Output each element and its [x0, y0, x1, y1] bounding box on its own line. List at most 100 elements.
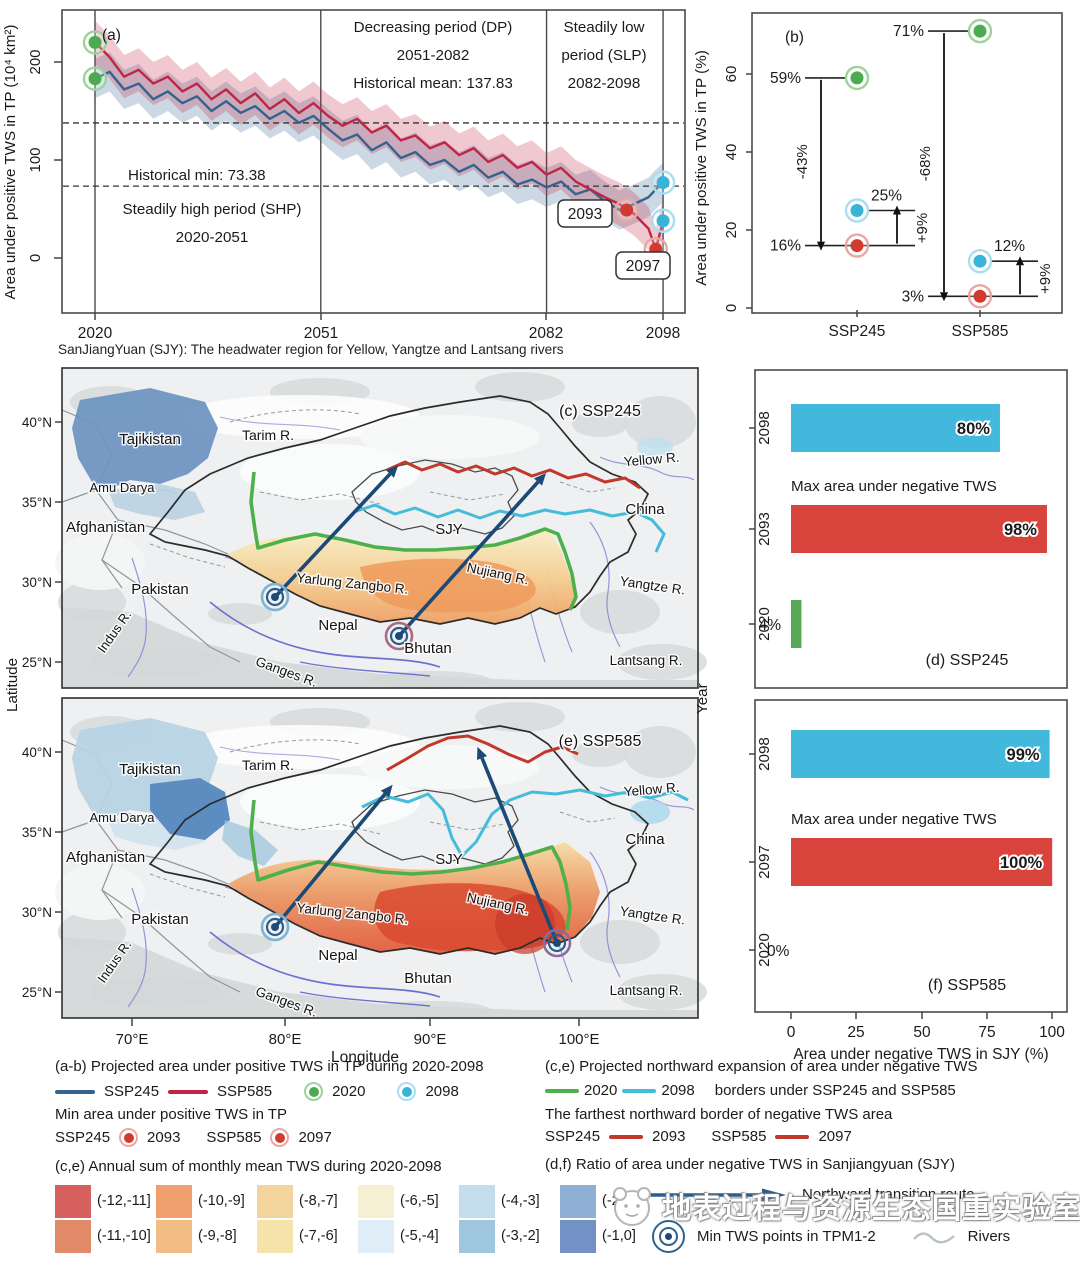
legend-route: Northward transition route: [648, 1186, 975, 1203]
panel-d-chart: 80% 2098 98% 2093 4%2020 Max area under negat…: [749, 369, 1068, 689]
colorscale-range-label: (-5,-4]: [400, 1228, 439, 1244]
colorscale-swatch: [459, 1185, 495, 1218]
marker-dot: [850, 71, 864, 85]
colorscale-range-label: (-6,-5]: [400, 1193, 439, 1209]
arrow-shaft: [397, 480, 540, 638]
legend-far-title-text: The farthest northward border of negativ…: [545, 1106, 893, 1123]
sjy-outline: [351, 459, 519, 535]
colorscale-range-label: (-1,0]: [602, 1228, 636, 1244]
sjy-caption: SanJiangYuan (SJY): The headwater region…: [58, 342, 564, 357]
uncertainty-band-SSP245: [95, 52, 664, 230]
a-minbox-2093: [557, 199, 613, 228]
bar-cat-label: 2020: [756, 607, 773, 641]
marker-dot: [620, 203, 634, 217]
colorscale-swatch: [257, 1185, 293, 1218]
border-far-2097-swatch: [775, 1134, 810, 1139]
colorscale-range-label: (-3,-2]: [501, 1228, 540, 1244]
terrain-shade: [580, 920, 660, 964]
series-line-SSP245: [94, 70, 664, 212]
farthest-border-line: [386, 734, 579, 772]
a-minbox-2093-label: 2093: [568, 206, 602, 223]
colorscale-range-label: (-2,-1]: [602, 1193, 641, 1209]
legend-mintws-row: Min TWS points in TPM1-2 Rivers: [652, 1220, 1010, 1253]
map-lon-70: 70°E: [116, 1031, 149, 1048]
f-xtick-75: 75: [978, 1024, 995, 1041]
bar-value-label: 80%: [957, 420, 990, 438]
a-xtick-2098: 2098: [646, 325, 680, 342]
disputed-border: [229, 739, 361, 753]
legend-ce-title-text: (c,e) Projected northward expansion of a…: [545, 1058, 978, 1075]
legend-ab-title-text: (a-b) Projected area under positive TWS …: [55, 1058, 484, 1075]
panel-f-canvas: 99% 2098 100% 2097 0%2020 Max area under nega…: [749, 730, 1053, 994]
legend-ce-2098-label: 2098: [661, 1082, 695, 1099]
dot-min-2093-icon: [119, 1128, 139, 1147]
min-tws-ring-outer: [542, 928, 572, 958]
colorscale-grid: (-12,-11] (-11,-10] (-10,-9] (-9,-8] (-8,-7]…: [55, 1185, 695, 1255]
map-label-yellow-river: Yellow R.: [623, 450, 680, 470]
a-dp-years: 2051-2082: [397, 47, 470, 64]
disputed-border: [559, 811, 616, 823]
bar-2097: [791, 838, 1053, 886]
panel-a-axes: 2020 2051 2082 2098 0 100 200 Area under…: [2, 25, 680, 342]
plateau-interior: [240, 444, 420, 500]
map-label-lantsang-river: Lantsang R.: [610, 653, 683, 668]
bar-note: Max area under negative TWS: [791, 478, 997, 495]
map-label-pakistan: Pakistan: [131, 911, 189, 928]
b-red-label: 3%: [902, 288, 925, 305]
river-line: [299, 991, 431, 1007]
tp-outline: [148, 395, 650, 625]
panel-b-chart: 59% 16% 25% -43% +9% SSP245 71% 3% 12% -68% +9% SSP…: [693, 12, 1063, 340]
colorscale-swatch: [156, 1185, 192, 1218]
colorscale-swatch: [560, 1220, 596, 1253]
min-tws-ring-outer: [384, 621, 414, 651]
a-minbox-2097-label: 2097: [626, 258, 660, 275]
legend-min-2093-label: 2093: [147, 1129, 181, 1146]
f-xtick-50: 50: [913, 1024, 931, 1041]
panel-a-frame: [61, 9, 686, 314]
b-ytick-40: 40: [723, 144, 740, 161]
map-e-lat-35: 35°N: [22, 825, 52, 840]
legend-far-ssp585-label: SSP585: [711, 1128, 767, 1145]
terrain-shade: [580, 590, 660, 634]
legend-far-items: SSP245 2093 SSP585 2097: [545, 1128, 852, 1145]
arrow-shaft: [480, 757, 559, 944]
disputed-border: [429, 491, 506, 501]
bar-value-label: 0%: [767, 943, 790, 960]
legend-ce-borders-label: borders under SSP245 and SSP585: [714, 1082, 956, 1099]
arrow-head: [1015, 256, 1025, 266]
map-label-nepal: Nepal: [318, 947, 357, 964]
disputed-border: [429, 821, 506, 831]
river-wave-icon: [912, 1231, 955, 1243]
border-2020-line: [249, 471, 578, 611]
disputed-border: [559, 481, 616, 493]
arrow-head: [386, 465, 399, 478]
negative-tws-deep: [495, 894, 555, 954]
plateau-interior: [360, 415, 540, 459]
marker-dot: [88, 72, 102, 86]
arrow-head: [380, 784, 393, 798]
map-label-bhutan: Bhutan: [404, 640, 452, 657]
min-tws-ring-inner: [265, 917, 285, 937]
terrain-shade: [475, 372, 565, 402]
marker-dot: [973, 254, 987, 268]
disputed-border: [229, 409, 361, 423]
b-ylabel: Area under positive TWS in TP (%): [693, 50, 710, 286]
legend-min-ssp585-label: SSP585: [206, 1129, 262, 1146]
b-tag: (b): [785, 29, 804, 46]
map-c-lat-35: 35°N: [22, 495, 52, 510]
map-c: (c) SSP245 Tajikistan Tarim R. Amu Darya…: [22, 367, 707, 691]
panel-b-canvas: 59% 16% 25% -43% +9% SSP245 71% 3% 12% -68% +9% SSP…: [770, 18, 1054, 340]
lowland-shade: [62, 607, 698, 688]
river-line: [219, 416, 341, 431]
map-e-frame: [61, 697, 699, 1019]
lowland-shade: [62, 937, 698, 1018]
map-c-lat-25: 25°N: [22, 655, 52, 670]
b-rise-label: +9%: [914, 213, 931, 243]
marker-dot: [850, 239, 864, 253]
terrain-shade: [572, 741, 628, 767]
arrow-head: [939, 292, 949, 302]
tws-patch-northeast: [637, 437, 673, 457]
map-e: (e) SSP585 Tajikistan Tarim R. Amu Darya…: [22, 697, 707, 1066]
panel-b-frame: [751, 12, 1063, 314]
